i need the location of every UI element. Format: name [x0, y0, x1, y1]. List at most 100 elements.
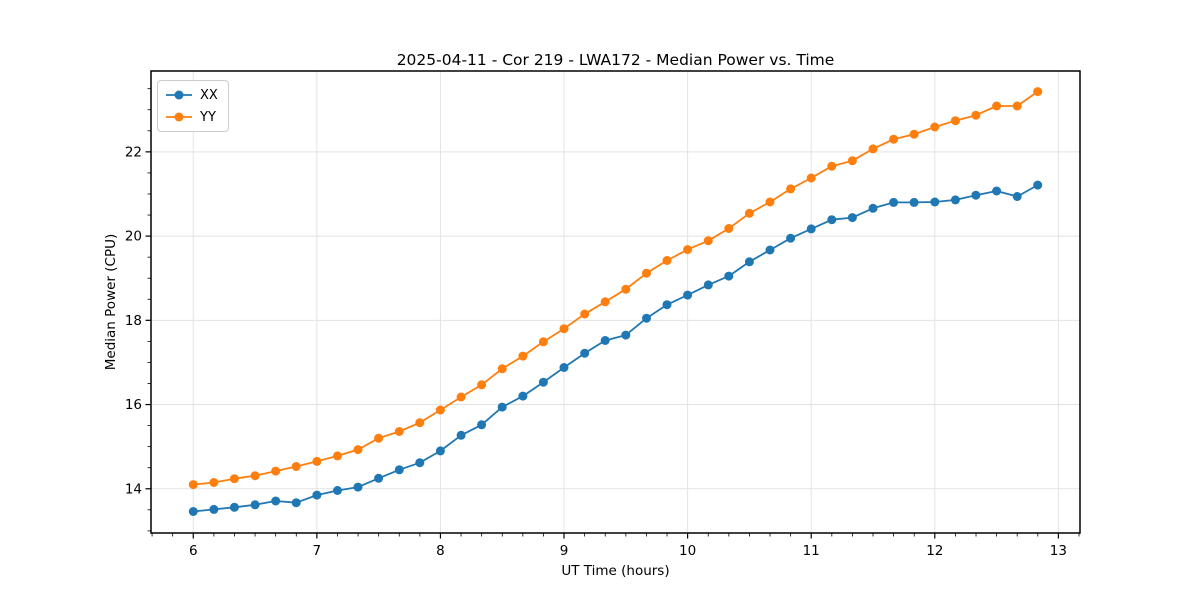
series-XX-point — [992, 186, 1002, 196]
series-XX-point — [580, 348, 590, 358]
series-XX-point — [930, 197, 940, 207]
series-YY-line — [192, 90, 1039, 486]
series-YY-point — [765, 197, 775, 207]
series-XX-point — [847, 213, 857, 223]
series-XX-point — [456, 430, 466, 440]
series-XX-point — [394, 465, 404, 475]
series-YY-point — [229, 474, 239, 484]
series-XX-point — [827, 215, 837, 225]
series-XX-point — [889, 197, 899, 207]
series-YY-point — [477, 380, 487, 390]
series-XX-point — [333, 486, 342, 495]
series-YY-point — [786, 184, 796, 194]
series-XX-point — [1033, 180, 1043, 190]
series-YY-point — [415, 418, 425, 428]
series-XX-point — [1012, 192, 1022, 201]
series-YY-point — [1033, 87, 1043, 97]
gridlines — [151, 71, 1080, 533]
series-YY-point — [188, 480, 198, 490]
tick-labels: 6 7 8 9 10 11 12 13 14 16 18 20 22 — [125, 144, 1067, 559]
x-tick-label: 6 — [189, 543, 198, 559]
series-XX-point — [662, 300, 672, 310]
series-XX-point — [950, 195, 960, 205]
series-YY-point — [209, 478, 219, 487]
series-YY-point — [806, 173, 816, 183]
series-XX-point — [600, 336, 610, 345]
series-XX-point — [559, 363, 569, 372]
series-XX-point — [353, 482, 363, 492]
series-XX-point — [786, 233, 796, 243]
legend-item-XX: XX — [165, 86, 218, 104]
series-YY-point — [1012, 101, 1022, 111]
y-tick-label: 18 — [125, 313, 142, 329]
series-YY-point — [497, 364, 507, 374]
series-XX-point — [497, 402, 507, 412]
series-XX-point — [703, 280, 713, 290]
series-XX-point — [229, 502, 239, 512]
plot-border — [150, 70, 1081, 534]
series-YY-point — [909, 129, 919, 139]
series-YY-point — [394, 427, 404, 436]
legend: XX YY — [157, 80, 229, 132]
series-XX-point — [909, 197, 919, 207]
series-YY-point — [538, 337, 548, 347]
series-XX-point — [868, 203, 878, 213]
series-XX-point — [477, 420, 487, 430]
series-YY-point — [271, 466, 281, 476]
series-XX-point — [744, 257, 754, 267]
series-XX-point — [971, 190, 981, 200]
series-YY-point — [559, 324, 569, 334]
series-YY-point — [950, 116, 960, 126]
chart-title: 2025-04-11 - Cor 219 - LWA172 - Median P… — [396, 51, 835, 69]
legend-marker-YY — [166, 112, 192, 122]
series-YY-point — [827, 161, 837, 171]
series-YY — [188, 87, 1043, 490]
series-YY-point — [312, 456, 322, 466]
series-YY-point — [971, 110, 981, 120]
series-YY-point — [621, 284, 631, 294]
legend-item-YY: YY — [165, 108, 218, 126]
series-XX-point — [435, 446, 445, 456]
series-XX-point — [538, 377, 548, 387]
y-tick-label: 22 — [125, 144, 142, 160]
series-XX-point — [518, 391, 528, 401]
series-YY-point — [703, 236, 713, 246]
series-XX-point — [621, 330, 631, 340]
series-XX-point — [642, 313, 651, 323]
series-YY-point — [580, 309, 590, 319]
series-YY-point — [456, 392, 466, 402]
series-XX-point — [683, 290, 693, 300]
x-tick-label: 12 — [926, 543, 943, 559]
series-YY-point — [435, 405, 445, 415]
series-XX-point — [312, 490, 322, 500]
legend-label: YY — [200, 109, 216, 125]
legend-label: XX — [200, 87, 218, 103]
series-YY-point — [374, 433, 384, 443]
x-tick-label: 9 — [560, 543, 569, 559]
series-YY-point — [724, 224, 734, 233]
series-XX-point — [374, 473, 384, 483]
x-tick-label: 7 — [313, 543, 322, 559]
legend-marker-XX — [166, 90, 192, 100]
series-YY-point — [662, 256, 672, 265]
series-YY-point — [889, 134, 899, 144]
series-XX-point — [188, 507, 198, 516]
series-XX-point — [415, 458, 425, 468]
series-YY-point — [930, 122, 940, 132]
series-XX-point — [291, 498, 301, 508]
series-YY-point — [353, 445, 363, 455]
series-XX-point — [271, 496, 281, 506]
series-YY-point — [600, 297, 610, 307]
series-YY-point — [847, 156, 857, 166]
series-XX-point — [806, 224, 816, 234]
x-tick-label: 8 — [436, 543, 445, 559]
series-YY-point — [744, 208, 754, 218]
series-YY-point — [992, 101, 1002, 111]
series-XX — [188, 180, 1043, 516]
series-YY-point — [250, 471, 260, 481]
x-axis-label: UT Time (hours) — [561, 563, 670, 579]
series-YY-point — [333, 451, 342, 461]
series-YY-point — [868, 144, 878, 154]
